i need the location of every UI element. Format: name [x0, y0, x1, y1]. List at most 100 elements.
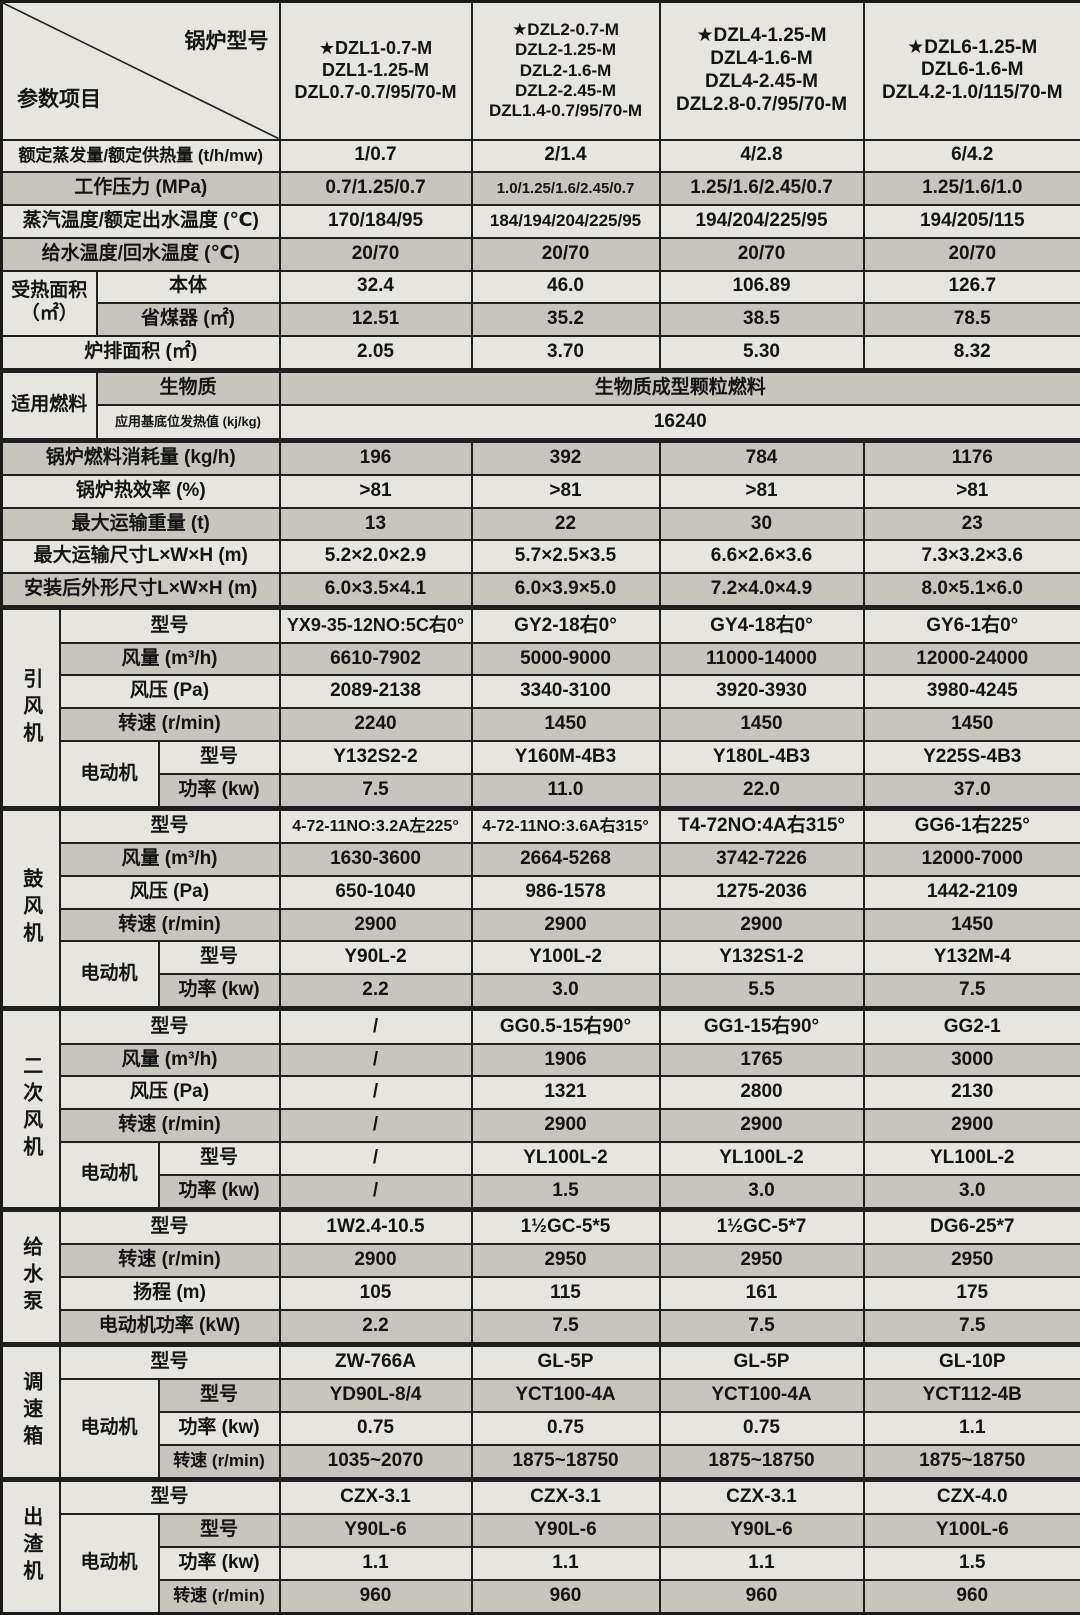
value-cell: 1.0/1.25/1.6/2.45/0.7: [470, 171, 661, 206]
param-label: 蒸汽温度/额定出水温度 (℃): [0, 204, 281, 239]
value-cell: GG6-1右225°: [862, 805, 1080, 845]
value-cell: 175: [862, 1275, 1080, 1311]
value-cell: Y100L-2: [470, 940, 661, 976]
value-cell: 960: [862, 1578, 1080, 1615]
value-cell: 5000-9000: [470, 641, 661, 677]
value-cell: 6.6×2.6×3.6: [658, 539, 865, 575]
value-cell: 7.5: [862, 973, 1080, 1010]
value-cell: 30: [658, 506, 865, 542]
value-cell: 16240: [278, 404, 1080, 442]
value-cell: 38.5: [658, 302, 865, 337]
model-header: ★DZL1-0.7-M DZL1-1.25-M DZL0.7-0.7/95/70…: [278, 0, 473, 141]
value-cell: 2900: [658, 907, 865, 943]
value-cell: 2950: [470, 1243, 661, 1278]
value-cell: 7.3×3.2×3.6: [862, 539, 1080, 575]
param-sublabel: 功率 (kw): [157, 1545, 281, 1581]
value-cell: GG2-1: [862, 1006, 1080, 1045]
table-row: 给水泵 型号 1W2.4-10.5 1½GC-5*5 1½GC-5*7 DG6-25*7: [0, 1206, 1080, 1346]
value-cell: YX9-35-12NO:5C右0°: [278, 605, 473, 644]
table-row: 功率 (kw)/1.5 3.0 3.0: [2, 1173, 1080, 1211]
table-row: 调速箱 型号 ZW-766A GL-5P GL-5P GL-10P: [0, 1341, 1080, 1481]
value-cell: YCT100-4A: [658, 1378, 865, 1413]
value-cell: 7.2×4.0×4.9: [658, 572, 865, 609]
param-sublabel: 转速 (r/min): [157, 1443, 281, 1481]
param-sublabel: 风量 (m³/h): [58, 842, 281, 877]
table-row: 炉排面积 (㎡) 2.05 3.70 5.30 8.32: [0, 335, 1080, 372]
param-sublabel: 应用基底位发热值 (kj/kg): [95, 404, 281, 442]
table-row: 二次风机 型号 / GG0.5-15右90° GG1-15右90° GG2-1: [0, 1006, 1080, 1211]
value-cell: 392: [470, 437, 661, 476]
value-cell: 161: [658, 1275, 865, 1311]
table-row: 最大运输重量 (t) 13 22 30 23: [0, 506, 1080, 542]
section-label: 引风机: [0, 605, 61, 810]
value-cell: 1275-2036: [658, 874, 865, 910]
value-cell: 12000-7000: [862, 842, 1080, 877]
value-cell: 11.0: [470, 772, 661, 810]
param-label: 工作压力 (MPa): [0, 171, 281, 206]
param-sublabel: 型号: [58, 1006, 281, 1045]
value-cell: 3.70: [470, 335, 661, 372]
value-cell: 0.75: [470, 1410, 661, 1446]
value-cell: 650-1040: [278, 874, 473, 910]
value-cell: 986-1578: [470, 874, 661, 910]
table-row: 功率 (kw) 1.1 1.1 1.1 1.5: [2, 1545, 1080, 1581]
param-sublabel: 转速 (r/min): [157, 1578, 281, 1615]
table-row: 省煤器 (㎡) 12.51 35.2 38.5 78.5: [2, 302, 1080, 337]
value-cell: T4-72NO:4A右315°: [658, 805, 865, 845]
param-sublabel: 型号: [157, 1513, 281, 1548]
table-row: 蒸汽温度/额定出水温度 (℃) 170/184/95 184/194/204/225…: [0, 204, 1080, 239]
table-row: 工作压力 (MPa) 0.7/1.25/0.7 1.0/1.25/1.6/2.45/…: [0, 171, 1080, 206]
value-cell: 1.5: [862, 1545, 1080, 1581]
value-cell: 2900: [862, 1108, 1080, 1143]
param-sublabel: 型号: [58, 1476, 281, 1515]
table-row: 出渣机 型号 CZX-3.1 CZX-3.1 CZX-3.1 CZX-4.0: [0, 1476, 1080, 1615]
value-cell: 78.5: [862, 302, 1080, 337]
table-row: 转速 (r/min) 960 960 960 960: [2, 1578, 1080, 1615]
value-cell: 1.1: [278, 1545, 473, 1581]
value-cell: 生物质成型颗粒燃料: [278, 368, 1080, 407]
value-cell: GY2-18右0°: [470, 605, 661, 644]
value-cell: CZX-4.0: [862, 1476, 1080, 1515]
param-sublabel: 风量 (m³/h): [58, 641, 281, 677]
table-row: 额定蒸发量/额定供热量 (t/h/mw) 1/0.7 2/1.4 4/2.8 6/4.2: [0, 138, 1080, 174]
value-cell: 5.2×2.0×2.9: [278, 539, 473, 575]
table-row: 电动机 型号 / YL100L-2 YL100L-2 YL100L-2: [2, 1140, 1080, 1211]
model-header: ★DZL6-1.25-M DZL6-1.6-M DZL4.2-1.0/115/7…: [862, 0, 1080, 141]
table-row: 功率 (kw) 7.5 11.0 22.0 37.0: [2, 772, 1080, 810]
value-cell: GY4-18右0°: [658, 605, 865, 644]
param-label: 炉排面积 (㎡): [0, 335, 281, 372]
value-cell: 46.0: [470, 269, 661, 305]
param-sublabel: 风压 (Pa): [58, 1075, 281, 1111]
table-row: 适用燃料 生物质 生物质成型颗粒燃料: [0, 368, 1080, 442]
table-row: 风量 (m³/h) 6610-7902 5000-9000 11000-14000 12…: [2, 641, 1080, 677]
value-cell: 32.4: [278, 269, 473, 305]
param-sublabel: 转速 (r/min): [58, 1243, 281, 1278]
value-cell: YCT100-4A: [470, 1378, 661, 1413]
value-cell: 5.7×2.5×3.5: [470, 539, 661, 575]
value-cell: 2950: [658, 1243, 865, 1278]
table-row: 转速 (r/min)/2900 2900 2900: [2, 1108, 1080, 1143]
value-cell: 1/0.7: [278, 138, 473, 174]
value-cell: Y100L-6: [862, 1513, 1080, 1548]
table-row: 应用基底位发热值 (kj/kg) 16240: [2, 404, 1080, 442]
value-cell: 37.0: [862, 772, 1080, 810]
value-cell: 960: [658, 1578, 865, 1615]
motor-group-label: 电动机: [58, 739, 160, 810]
value-cell: 1450: [862, 907, 1080, 943]
table-row: 转速 (r/min) 2900 2950 2950 2950: [2, 1243, 1080, 1278]
value-cell: Y90L-2: [278, 940, 473, 976]
value-cell: 1450: [862, 707, 1080, 742]
param-group-label: 受热面积 （㎡）: [0, 269, 98, 337]
value-cell: 13: [278, 506, 473, 542]
value-cell: 3742-7226: [658, 842, 865, 877]
value-cell: 1875~18750: [862, 1443, 1080, 1481]
value-cell: 106.89: [658, 269, 865, 305]
value-cell: 3.0: [470, 973, 661, 1010]
param-sublabel: 型号: [157, 739, 281, 775]
motor-group-label: 电动机: [58, 1140, 160, 1211]
value-cell: 2.05: [278, 335, 473, 372]
table-row: 风压 (Pa) 650-1040 986-1578 1275-2036 1442-210…: [2, 874, 1080, 910]
table-row: 转速 (r/min) 1035~2070 1875~18750 1875~18750 1…: [2, 1443, 1080, 1481]
value-cell: 7.5: [278, 772, 473, 810]
